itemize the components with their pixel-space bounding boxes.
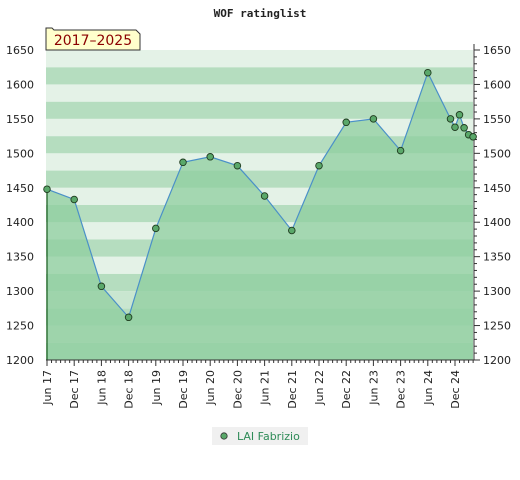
subtitle-badge: 2017–2025 xyxy=(45,27,141,51)
y-tick-label-right: 1450 xyxy=(483,182,511,195)
x-tick-label: Dec 19 xyxy=(177,370,190,409)
data-point xyxy=(288,226,296,235)
chart-title: WOF ratinglist xyxy=(214,7,307,20)
data-point xyxy=(206,153,214,161)
y-tick-label-right: 1300 xyxy=(483,285,511,298)
y-tick-label-left: 1200 xyxy=(6,354,34,367)
x-tick-label: Dec 21 xyxy=(286,370,299,409)
y-tick-label-left: 1350 xyxy=(6,251,34,264)
legend-label: LAI Fabrizio xyxy=(237,430,300,443)
data-point xyxy=(469,133,477,141)
legend-marker xyxy=(220,432,228,440)
x-tick-label: Dec 18 xyxy=(123,370,136,409)
grid-band xyxy=(46,101,473,119)
x-tick-label: Jun 19 xyxy=(150,370,163,406)
data-point xyxy=(451,123,459,131)
data-point xyxy=(460,124,468,132)
x-tick-label: Jun 20 xyxy=(204,370,217,406)
x-tick-label: Dec 17 xyxy=(68,370,81,409)
y-tick-label-left: 1300 xyxy=(6,285,34,298)
y-tick-label-right: 1200 xyxy=(483,354,511,367)
y-tick-label-left: 1450 xyxy=(6,182,34,195)
data-point xyxy=(260,192,269,200)
y-tick-label-right: 1350 xyxy=(483,251,511,264)
y-tick-label-right: 1600 xyxy=(483,78,511,91)
x-tick-label: Dec 24 xyxy=(449,370,462,409)
data-point xyxy=(455,111,464,119)
x-tick-label: Jun 18 xyxy=(95,370,108,406)
data-point xyxy=(124,313,133,322)
x-tick-label: Jun 21 xyxy=(259,370,272,406)
y-tick-label-left: 1600 xyxy=(6,78,34,91)
data-point xyxy=(152,224,160,233)
y-tick-label-left: 1250 xyxy=(6,320,34,333)
data-point xyxy=(70,195,78,204)
data-point xyxy=(396,146,405,155)
data-point xyxy=(97,282,106,291)
data-point xyxy=(342,118,350,127)
series-points xyxy=(43,68,477,322)
grid-band xyxy=(46,67,473,85)
data-point xyxy=(424,68,432,77)
grid-band xyxy=(46,50,473,68)
y-tick-label-left: 1650 xyxy=(6,44,34,57)
y-tick-label-right: 1550 xyxy=(483,113,511,126)
chart-subtitle: 2017–2025 xyxy=(54,33,132,49)
x-tick-label: Jun 24 xyxy=(422,370,435,406)
y-axis-right: 1200 1250 1300 1350 1400 1450 1500 1550 1600 1650 xyxy=(473,44,511,367)
y-tick-label-left: 1550 xyxy=(6,113,34,126)
data-point xyxy=(369,115,378,123)
legend: LAI Fabrizio xyxy=(212,427,308,445)
data-point xyxy=(43,185,51,193)
y-tick-label-left: 1400 xyxy=(6,216,34,229)
x-tick-label: Jun 22 xyxy=(313,370,326,406)
x-axis: Jun 17 Dec 17 Jun 18 Dec 18 Jun 19 Dec 19 Jun … xyxy=(41,359,474,409)
y-tick-label-right: 1650 xyxy=(483,44,511,57)
y-tick-label-right: 1500 xyxy=(483,147,511,160)
x-tick-label: Dec 23 xyxy=(395,370,408,409)
x-tick-label: Dec 22 xyxy=(340,370,353,409)
x-tick-label: Jun 17 xyxy=(41,370,54,406)
series-area xyxy=(47,72,474,360)
x-tick-label: Dec 20 xyxy=(231,370,244,409)
y-tick-label-right: 1250 xyxy=(483,320,511,333)
y-tick-label-left: 1500 xyxy=(6,147,34,160)
data-point xyxy=(233,161,242,170)
x-tick-label: Jun 23 xyxy=(367,370,380,406)
data-point xyxy=(179,158,187,167)
y-tick-label-right: 1400 xyxy=(483,216,511,229)
data-point xyxy=(446,115,455,123)
data-point xyxy=(315,161,323,170)
y-axis-left: 1200 1250 1300 1350 1400 1450 1500 1550 1600 1650 xyxy=(6,44,34,367)
grid-band xyxy=(46,84,473,102)
